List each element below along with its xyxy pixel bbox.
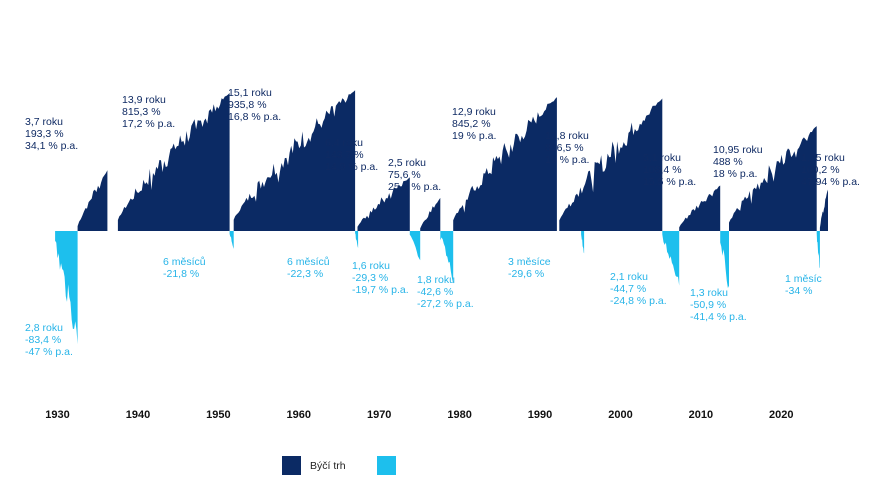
legend: Býčí trh: [282, 456, 396, 475]
x-tick-2000: 2000: [608, 409, 632, 421]
bear-market-area-4: [409, 231, 421, 261]
x-tick-2010: 2010: [689, 409, 713, 421]
x-tick-1980: 1980: [447, 409, 471, 421]
bull-market-area-1: [77, 170, 108, 231]
bear-market-label-9: 1 měsíc -34 %: [785, 273, 822, 297]
bear-market-label-1: 2,8 roku -83,4 % -47 % p.a.: [25, 322, 73, 358]
bull-market-area-2: [117, 93, 230, 231]
bull-market-area-7: [559, 98, 663, 231]
bear-market-label-4: 1,6 roku -29,3 % -19,7 % p.a.: [352, 260, 409, 296]
bear-market-label-7: 2,1 roku -44,7 % -24,8 % p.a.: [610, 271, 667, 307]
bull-market-label-4: 6,4 roku 143,7 % 14,9 % p.a.: [325, 137, 378, 173]
x-tick-1960: 1960: [287, 409, 311, 421]
x-tick-1940: 1940: [126, 409, 150, 421]
bear-market-area-2: [229, 231, 234, 249]
bear-market-areas: [55, 231, 820, 345]
bear-market-label-8: 1,3 roku -50,9 % -41,4 % p.a.: [690, 287, 747, 323]
bear-market-area-5: [440, 231, 454, 284]
legend-swatch-bull: [282, 456, 301, 475]
bear-market-area-8: [720, 231, 729, 288]
bear-market-label-6: 3 měsíce -29,6 %: [508, 256, 551, 280]
bull-market-label-2: 13,9 roku 815,3 % 17,2 % p.a.: [122, 94, 175, 130]
bull-market-label-6: 12,9 roku 845,2 % 19 % p.a.: [452, 106, 496, 142]
bear-market-area-3: [355, 231, 359, 248]
bull-market-areas: [77, 90, 828, 231]
x-tick-2020: 2020: [769, 409, 793, 421]
bear-market-area-1: [55, 231, 78, 345]
bull-market-area-9: [729, 126, 817, 231]
bull-market-area-6: [453, 97, 557, 231]
bear-market-area-6: [581, 231, 585, 254]
bear-market-area-7: [662, 231, 680, 286]
bull-market-label-10: 1,75 roku 100,2 % 47,94 % p.a.: [801, 152, 860, 188]
bull-market-area-4: [357, 177, 410, 231]
bull-market-label-9: 10,95 roku 488 % 18 % p.a.: [713, 144, 763, 180]
x-axis-tick-labels: 1930 1940 1950 1960 1970 1980 1990 2000 2010 2020: [45, 409, 793, 421]
bear-market-label-2: 6 měsíců -21,8 %: [163, 256, 206, 280]
x-tick-1950: 1950: [206, 409, 230, 421]
bear-market-label-5: 1,8 roku -42,6 % -27,2 % p.a.: [417, 274, 474, 310]
bull-market-area-8: [679, 185, 721, 231]
x-tick-1990: 1990: [528, 409, 552, 421]
bull-market-label-3: 15,1 roku 935,8 % 16,8 % p.a.: [228, 87, 281, 123]
legend-swatch-bear: [377, 456, 396, 475]
bull-market-area-10: [819, 189, 828, 231]
bull-market-label-8: 5,1 roku 108,4 % 15,5 % p.a.: [643, 152, 696, 188]
x-tick-1970: 1970: [367, 409, 391, 421]
bear-market-area-9: [816, 231, 820, 269]
bear-market-labels: 2,8 roku -83,4 % -47 % p.a. 6 měsíců -21,8 %…: [25, 256, 822, 358]
bull-market-label-1: 3,7 roku 193,3 % 34,1 % p.a.: [25, 116, 78, 152]
x-tick-1930: 1930: [45, 409, 69, 421]
bull-market-label-5: 2,5 roku 75,6 % 25,3 % p.a.: [388, 157, 441, 193]
bull-market-labels: 3,7 roku 193,3 % 34,1 % p.a. 13,9 roku 815,3…: [25, 87, 860, 193]
bull-market-label-7: 12,8 roku 816,5 % 19 % p.a.: [545, 130, 589, 166]
legend-label-bull: Býčí trh: [310, 460, 346, 472]
bull-market-area-5: [420, 197, 441, 231]
bear-market-label-3: 6 měsíců -22,3 %: [287, 256, 330, 280]
bull-market-area-3: [233, 90, 356, 231]
